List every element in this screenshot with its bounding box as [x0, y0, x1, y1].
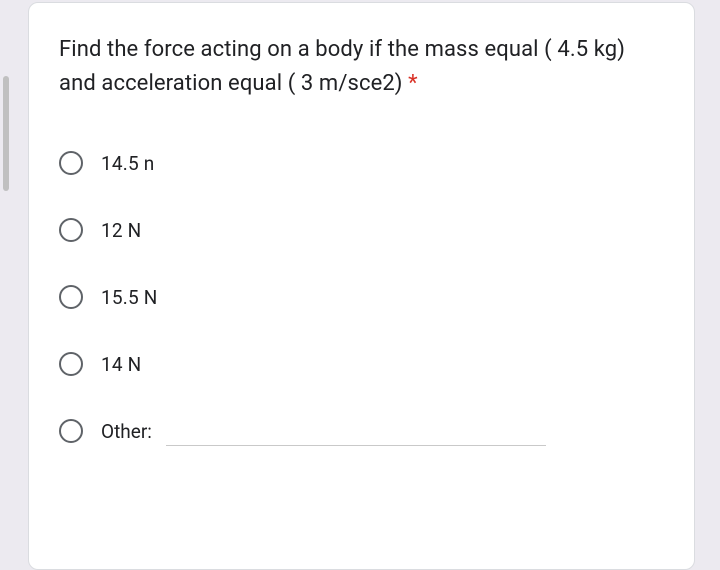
other-input[interactable]: [166, 417, 546, 446]
radio-icon[interactable]: [59, 285, 83, 309]
options-group: 14.5 n 12 N 15.5 N 14 N Other:: [59, 139, 664, 455]
option-1[interactable]: 14.5 n: [59, 139, 664, 187]
option-4[interactable]: 14 N: [59, 340, 664, 388]
radio-icon[interactable]: [59, 151, 83, 175]
radio-icon[interactable]: [59, 419, 83, 443]
option-label: 12 N: [101, 219, 141, 242]
other-label: Other:: [101, 420, 152, 443]
required-asterisk: *: [408, 71, 418, 96]
scroll-indicator[interactable]: [3, 76, 9, 191]
option-other[interactable]: Other:: [59, 407, 664, 455]
radio-icon[interactable]: [59, 218, 83, 242]
option-label: 15.5 N: [101, 286, 158, 309]
option-label: 14 N: [101, 353, 141, 376]
option-label: 14.5 n: [101, 152, 154, 175]
question-text: Find the force acting on a body if the m…: [59, 33, 664, 101]
left-gutter: [0, 0, 20, 570]
page-wrap: Find the force acting on a body if the m…: [0, 0, 720, 570]
question-text-content: Find the force acting on a body if the m…: [59, 37, 625, 96]
option-3[interactable]: 15.5 N: [59, 273, 664, 321]
radio-icon[interactable]: [59, 352, 83, 376]
question-card: Find the force acting on a body if the m…: [28, 2, 695, 570]
option-2[interactable]: 12 N: [59, 206, 664, 254]
